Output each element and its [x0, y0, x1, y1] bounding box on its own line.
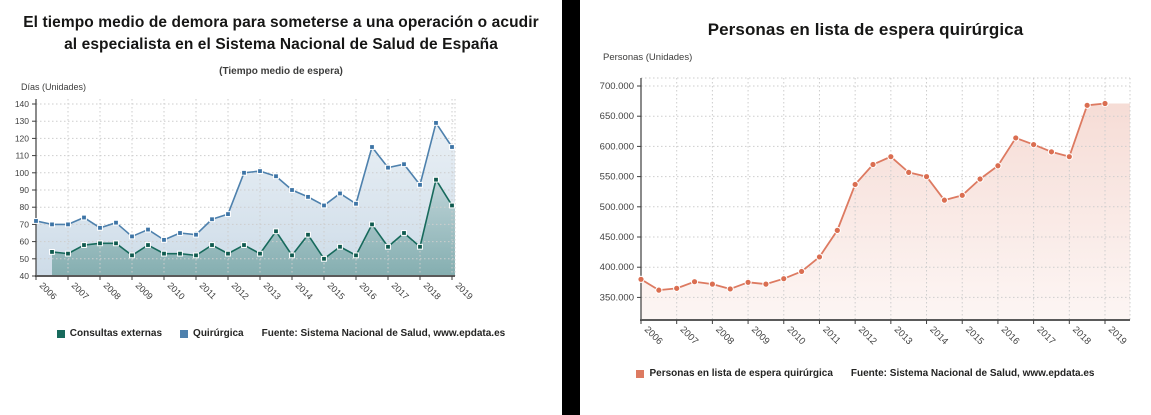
svg-text:2012: 2012	[230, 280, 251, 301]
svg-text:90: 90	[20, 185, 30, 195]
svg-text:130: 130	[15, 116, 29, 126]
svg-text:2019: 2019	[1106, 324, 1129, 347]
legend-label-quirurgica: Quirúrgica	[193, 328, 244, 339]
svg-text:600.000: 600.000	[600, 141, 634, 152]
chart1-legend: Consultas externas Quirúrgica Fuente: Si…	[0, 328, 562, 339]
svg-text:120: 120	[15, 133, 29, 143]
svg-text:80: 80	[20, 202, 30, 212]
svg-text:100: 100	[15, 168, 29, 178]
svg-text:2013: 2013	[262, 280, 283, 301]
svg-text:2019: 2019	[454, 280, 475, 301]
chart2-title: Personas en lista de espera quirúrgica	[707, 20, 1024, 39]
svg-text:140: 140	[15, 99, 29, 109]
chart2-y-axis-title: Personas (Unidades)	[603, 52, 693, 63]
legend-label-personas: Personas en lista de espera quirúrgica	[649, 368, 833, 379]
legend-swatch-personas-icon	[636, 369, 645, 378]
svg-text:110: 110	[15, 151, 29, 161]
svg-text:2007: 2007	[678, 324, 701, 347]
svg-text:2010: 2010	[785, 324, 808, 347]
svg-text:2015: 2015	[326, 280, 347, 301]
chart1-subtitle: (Tiempo medio de espera)	[219, 66, 343, 77]
svg-text:2017: 2017	[1034, 324, 1057, 347]
chart1-source: Fuente: Sistema Nacional de Salud, www.e…	[261, 328, 506, 339]
svg-text:2018: 2018	[1070, 324, 1093, 347]
waiting-time-line-chart[interactable]: 40 50 60 70 80 90 100 110 120 130 140 2006 2007 2008 2…	[0, 88, 562, 320]
chart1-title: El tiempo medio de demora para someterse…	[23, 14, 539, 54]
svg-text:650.000: 650.000	[600, 111, 634, 122]
svg-text:400.000: 400.000	[600, 262, 634, 273]
svg-text:2011: 2011	[820, 324, 842, 346]
svg-text:350.000: 350.000	[600, 292, 634, 303]
chart2-source: Fuente: Sistema Nacional de Salud, www.e…	[850, 368, 1095, 379]
svg-text:2013: 2013	[892, 324, 915, 347]
legend-item-consultas-externas[interactable]: Consultas externas	[56, 328, 163, 339]
chart2-legend: Personas en lista de espera quirúrgica F…	[580, 368, 1151, 379]
svg-text:2010: 2010	[166, 280, 187, 301]
svg-text:40: 40	[20, 271, 30, 281]
svg-text:60: 60	[20, 237, 30, 247]
legend-swatch-consultas-icon	[56, 329, 65, 338]
svg-text:2018: 2018	[422, 280, 443, 301]
legend-item-personas[interactable]: Personas en lista de espera quirúrgica	[636, 368, 833, 379]
legend-item-quirurgica[interactable]: Quirúrgica	[180, 328, 244, 339]
svg-text:2012: 2012	[856, 324, 879, 347]
svg-text:2006: 2006	[38, 280, 59, 301]
panel-waiting-list: Personas en lista de espera quirúrgica P…	[580, 0, 1151, 415]
svg-text:2017: 2017	[390, 280, 411, 301]
legend-swatch-quirurgica-icon	[180, 329, 189, 338]
svg-text:2014: 2014	[294, 280, 315, 301]
chart1-y-axis-title: Días (Unidades)	[21, 82, 87, 92]
svg-text:2008: 2008	[713, 324, 736, 347]
svg-text:500.000: 500.000	[600, 202, 634, 213]
svg-text:2009: 2009	[749, 324, 772, 347]
svg-text:50: 50	[20, 254, 30, 264]
svg-text:700.000: 700.000	[600, 81, 634, 92]
legend-label-consultas: Consultas externas	[69, 328, 163, 339]
waiting-list-line-chart[interactable]: 350.000 400.000 450.000 500.000 550.000 600.0…	[580, 70, 1151, 360]
panel-divider	[562, 0, 580, 415]
svg-text:2009: 2009	[134, 280, 155, 301]
svg-text:550.000: 550.000	[600, 172, 634, 183]
svg-text:2006: 2006	[642, 324, 665, 347]
svg-text:2016: 2016	[999, 324, 1022, 347]
svg-text:2016: 2016	[358, 280, 379, 301]
svg-text:2007: 2007	[70, 280, 91, 301]
svg-text:450.000: 450.000	[600, 232, 634, 243]
svg-text:2014: 2014	[927, 324, 950, 347]
svg-text:70: 70	[20, 219, 30, 229]
panel-waiting-time: El tiempo medio de demora para someterse…	[0, 0, 562, 415]
svg-text:2011: 2011	[198, 280, 219, 301]
svg-text:2008: 2008	[102, 280, 123, 301]
svg-text:2015: 2015	[963, 324, 986, 347]
